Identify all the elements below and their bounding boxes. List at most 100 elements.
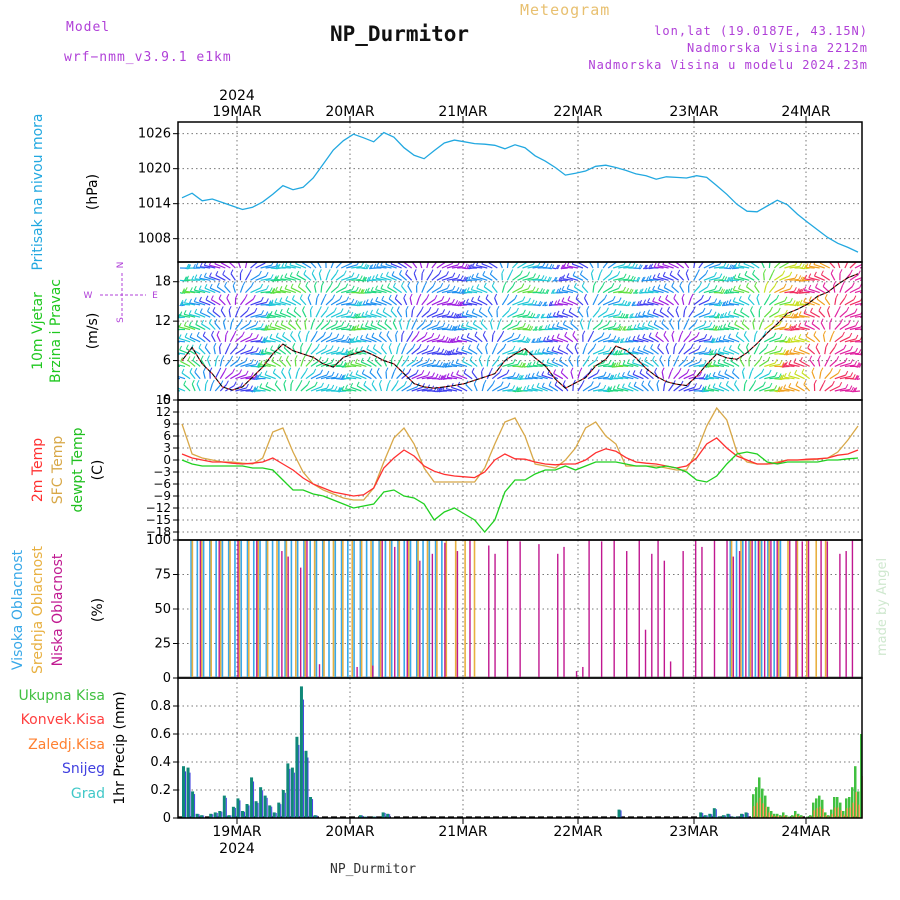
mid-cloud-bar xyxy=(370,540,372,678)
mid-cloud-bar xyxy=(313,540,316,678)
freezing-precip-bar xyxy=(771,814,773,818)
low-cloud-bar xyxy=(582,666,584,678)
snow-precip-bar xyxy=(744,812,748,818)
total-precip-bar xyxy=(818,795,821,818)
total-precip-bar xyxy=(773,813,776,818)
high-cloud-bar xyxy=(441,540,443,678)
snow-precip-bar xyxy=(708,813,712,818)
total-precip-bar xyxy=(794,811,797,818)
mid-cloud-bar xyxy=(824,540,827,678)
freezing-precip-bar xyxy=(822,808,824,818)
x-tick-label-top: 22MAR xyxy=(553,104,602,120)
high-cloud-bar xyxy=(196,540,199,678)
snow-edge-bar xyxy=(216,812,218,818)
low-cloud-bar xyxy=(372,665,374,678)
mid-cloud-bar xyxy=(266,540,269,678)
wind-gust-line xyxy=(181,273,859,391)
x-tick-label-bottom: 23MAR xyxy=(669,824,718,840)
mid-cloud-bar xyxy=(815,540,818,678)
high-cloud-bar xyxy=(767,540,769,678)
cloud-title-high: Visoka Oblacnost xyxy=(10,549,26,670)
snow-precip-bar xyxy=(272,812,276,818)
low-cloud-bar xyxy=(519,541,521,678)
compass-e: E xyxy=(152,291,158,301)
low-cloud-bar xyxy=(663,560,666,678)
y-tick-label: −3 xyxy=(153,465,171,479)
snow-precip-bar xyxy=(299,686,303,818)
snow-precip-bar xyxy=(259,787,263,818)
mid-cloud-bar xyxy=(740,540,742,678)
low-cloud-bar xyxy=(776,540,778,678)
footer-station: NP_Durmitor xyxy=(330,862,417,877)
high-cloud-bar xyxy=(265,540,268,678)
snow-precip-bar xyxy=(386,813,390,818)
low-cloud-bar xyxy=(682,551,684,678)
low-cloud-bar xyxy=(419,560,421,678)
snow-edge-bar xyxy=(706,815,708,818)
y-tick-label: 0.6 xyxy=(150,727,171,742)
low-cloud-bar xyxy=(789,540,791,678)
low-cloud-bar xyxy=(694,540,697,678)
snow-edge-bar xyxy=(225,797,227,818)
snow-precip-bar xyxy=(617,809,621,818)
snow-edge-bar xyxy=(262,790,264,818)
year-label-bottom: 2024 xyxy=(219,841,255,857)
mid-cloud-bar xyxy=(730,540,733,678)
mid-cloud-bar xyxy=(332,540,335,678)
wind-barbs xyxy=(178,262,862,393)
mid-cloud-bar xyxy=(768,540,770,678)
cloud-unit: (%) xyxy=(90,598,106,622)
snow-edge-bar xyxy=(230,815,232,818)
snow-edge-bar xyxy=(298,744,300,818)
snow-precip-bar xyxy=(381,812,385,818)
snow-precip-bar xyxy=(218,811,222,818)
panel-bg xyxy=(178,400,862,540)
freezing-precip-bar xyxy=(825,815,827,818)
total-precip-bar xyxy=(800,815,803,818)
freezing-precip-bar xyxy=(855,792,857,818)
low-cloud-bar xyxy=(356,666,358,678)
total-precip-bar xyxy=(752,794,755,818)
snow-edge-bar xyxy=(257,802,259,818)
mid-cloud-bar xyxy=(445,540,448,678)
low-cloud-bar xyxy=(394,546,396,678)
snow-precip-bar xyxy=(200,815,204,818)
high-cloud-bar xyxy=(334,540,337,678)
snow-edge-bar xyxy=(198,814,200,818)
low-cloud-bar xyxy=(795,540,797,678)
low-cloud-bar xyxy=(651,553,653,678)
high-cloud-bar xyxy=(384,540,387,678)
temp-title-2m: 2m Temp xyxy=(30,438,46,502)
low-cloud-bar xyxy=(613,540,615,678)
snow-precip-bar xyxy=(191,791,195,818)
high-cloud-bar xyxy=(434,540,437,678)
compass-s: S xyxy=(116,317,126,323)
high-cloud-bar xyxy=(315,540,318,678)
precip-legend-1: Konvek.Kisa xyxy=(21,712,105,728)
low-cloud-bar xyxy=(588,540,590,678)
high-cloud-bar xyxy=(760,540,763,678)
wind-compass-icon: N S W E xyxy=(84,262,159,323)
high-cloud-bar xyxy=(779,540,782,678)
y-tick-label: 25 xyxy=(154,637,171,652)
snow-edge-bar xyxy=(384,812,386,818)
y-tick-label: −12 xyxy=(146,501,171,515)
snow-edge-bar xyxy=(266,797,268,818)
credit-text: made by Angel xyxy=(875,558,890,656)
high-cloud-bar xyxy=(748,540,750,678)
snow-edge-bar xyxy=(729,814,731,818)
meteogram-label: Meteogram xyxy=(520,1,611,19)
snow-edge-bar xyxy=(711,814,713,818)
low-cloud-bar xyxy=(488,545,490,678)
y-tick-label: 0.4 xyxy=(150,755,171,770)
snow-precip-bar xyxy=(186,767,190,818)
total-precip-bar xyxy=(782,812,785,818)
high-cloud-bar xyxy=(415,540,418,678)
mid-cloud-bar xyxy=(219,540,222,678)
high-cloud-bar xyxy=(271,540,274,678)
x-tick-label-top: 24MAR xyxy=(781,104,830,120)
mid-cloud-bar xyxy=(191,540,194,678)
snow-edge-bar xyxy=(715,809,717,818)
high-cloud-bar xyxy=(252,540,255,678)
low-cloud-bar xyxy=(563,546,565,678)
